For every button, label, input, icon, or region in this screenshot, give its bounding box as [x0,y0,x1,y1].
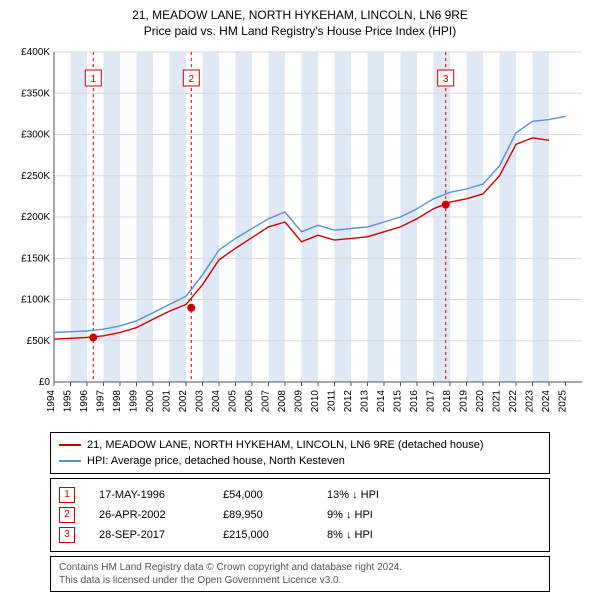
svg-text:2010: 2010 [310,390,321,413]
chart-container: 21, MEADOW LANE, NORTH HYKEHAM, LINCOLN,… [0,0,600,596]
legend-label: 21, MEADOW LANE, NORTH HYKEHAM, LINCOLN,… [87,437,484,453]
event-row: 2 26-APR-2002 £89,950 9% ↓ HPI [59,505,541,525]
event-badge-icon: 3 [59,527,75,543]
event-badge-icon: 2 [59,507,75,523]
svg-text:2011: 2011 [327,390,338,412]
legend: 21, MEADOW LANE, NORTH HYKEHAM, LINCOLN,… [50,432,550,474]
svg-text:2018: 2018 [442,390,453,413]
svg-text:2022: 2022 [508,390,519,413]
svg-text:2004: 2004 [211,390,222,413]
event-row: 1 17-MAY-1996 £54,000 13% ↓ HPI [59,485,541,505]
svg-text:2003: 2003 [195,390,206,413]
chart-plot: £0 £50K £100K £150K £200K £250K £300K £350K £400… [10,46,590,426]
svg-text:1994: 1994 [46,390,57,413]
svg-text:2007: 2007 [261,390,272,413]
event-price: £89,950 [223,505,303,525]
svg-text:£200K: £200K [21,212,50,223]
svg-text:2: 2 [188,74,194,85]
svg-text:£50K: £50K [27,336,51,347]
event-date: 26-APR-2002 [99,505,199,525]
event-delta: 8% ↓ HPI [327,525,417,545]
event-date: 28-SEP-2017 [99,525,199,545]
chart-title: 21, MEADOW LANE, NORTH HYKEHAM, LINCOLN,… [10,8,590,22]
svg-text:1999: 1999 [129,390,140,413]
svg-text:2006: 2006 [244,390,255,413]
svg-text:2008: 2008 [277,390,288,413]
svg-text:3: 3 [443,74,449,85]
footer-line: This data is licensed under the Open Gov… [59,574,541,587]
svg-text:2002: 2002 [178,390,189,413]
events-table: 1 17-MAY-1996 £54,000 13% ↓ HPI 2 26-APR… [50,478,550,552]
event-badge-icon: 1 [59,487,75,503]
chart-subtitle: Price paid vs. HM Land Registry's House … [10,24,590,38]
event-delta: 13% ↓ HPI [327,485,417,505]
svg-text:1996: 1996 [79,390,90,413]
svg-text:£100K: £100K [21,295,50,306]
svg-text:2015: 2015 [393,390,404,413]
svg-text:1: 1 [90,74,96,85]
event-delta: 9% ↓ HPI [327,505,417,525]
svg-text:2009: 2009 [294,390,305,413]
svg-text:2024: 2024 [541,390,552,413]
svg-text:2020: 2020 [475,390,486,413]
svg-text:2012: 2012 [343,390,354,413]
line-chart-svg: £0 £50K £100K £150K £200K £250K £300K £350K £400… [10,46,590,426]
legend-label: HPI: Average price, detached house, Nort… [87,453,345,469]
event-price: £215,000 [223,525,303,545]
event-row: 3 28-SEP-2017 £215,000 8% ↓ HPI [59,525,541,545]
svg-text:£250K: £250K [21,171,50,182]
svg-text:1998: 1998 [112,390,123,413]
svg-text:2000: 2000 [145,390,156,413]
svg-text:2017: 2017 [426,390,437,413]
svg-text:£0: £0 [39,377,51,388]
svg-text:2025: 2025 [558,390,569,413]
svg-text:1997: 1997 [96,390,107,413]
event-date: 17-MAY-1996 [99,485,199,505]
svg-text:2014: 2014 [376,390,387,413]
event-price: £54,000 [223,485,303,505]
svg-text:2001: 2001 [162,390,173,413]
svg-text:£300K: £300K [21,130,50,141]
svg-text:2005: 2005 [228,390,239,413]
svg-text:2021: 2021 [492,390,503,413]
svg-text:1995: 1995 [63,390,74,413]
legend-swatch-icon [59,460,81,462]
svg-text:2013: 2013 [360,390,371,413]
legend-item: HPI: Average price, detached house, Nort… [59,453,541,469]
svg-text:2019: 2019 [459,390,470,413]
svg-text:£350K: £350K [21,88,50,99]
attribution-footer: Contains HM Land Registry data © Crown c… [50,556,550,592]
svg-text:£400K: £400K [21,47,50,58]
legend-swatch-icon [59,444,81,446]
footer-line: Contains HM Land Registry data © Crown c… [59,561,541,574]
svg-text:2016: 2016 [409,390,420,413]
svg-text:2023: 2023 [525,390,536,413]
legend-item: 21, MEADOW LANE, NORTH HYKEHAM, LINCOLN,… [59,437,541,453]
svg-text:£150K: £150K [21,253,50,264]
